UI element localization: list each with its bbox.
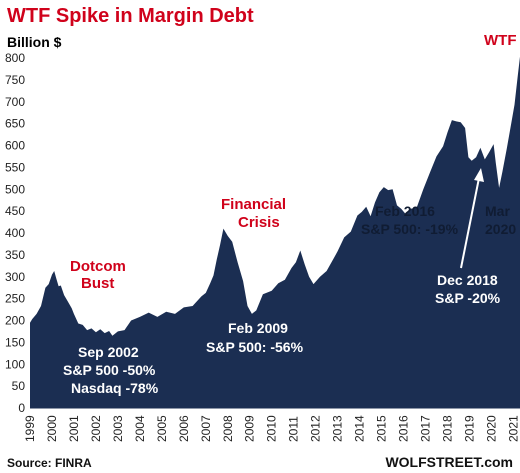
- dec2018-arrow-line: [460, 177, 480, 269]
- y-tick-label: 200: [5, 314, 25, 328]
- y-tick-label: 800: [5, 51, 25, 65]
- x-tick-label: 2001: [67, 415, 81, 442]
- x-tick-label: 2008: [221, 415, 235, 442]
- y-tick-label: 0: [18, 401, 25, 415]
- dec2018-annotation-line-2: S&P -20%: [435, 290, 501, 306]
- x-tick-label: 2009: [243, 415, 257, 442]
- y-tick-label: 450: [5, 204, 25, 218]
- margin-debt-area: [30, 56, 520, 408]
- feb2016-annotation-line-2: S&P 500: -19%: [361, 221, 459, 237]
- chart-title: WTF Spike in Margin Debt: [7, 5, 254, 27]
- sep2002-annotation-line-2: S&P 500 -50%: [63, 362, 156, 378]
- x-tick-label: 2006: [177, 415, 191, 442]
- mar2020-annotation-line-2: 2020: [485, 221, 516, 237]
- y-tick-label: 600: [5, 139, 25, 153]
- y-tick-label: 700: [5, 95, 25, 109]
- x-tick-label: 2012: [309, 415, 323, 442]
- x-tick-label: 2013: [331, 415, 345, 442]
- x-tick-label: 2011: [287, 416, 301, 442]
- x-tick-label: 2007: [199, 415, 213, 442]
- sep2002-annotation-line-3: Nasdaq -78%: [71, 380, 159, 396]
- y-tick-label: 650: [5, 117, 25, 131]
- x-axis: 1999 2000 2001 2002 2003 2004 2005 2006 2007 2008…: [23, 407, 520, 442]
- feb2016-annotation-line-1: Feb 2016: [375, 203, 435, 219]
- x-tick-label: 2020: [484, 415, 498, 442]
- financial-crisis-annotation-line-2: Crisis: [238, 214, 280, 231]
- brand-label: WOLFSTREET.com: [385, 454, 513, 470]
- feb2009-annotation-line-1: Feb 2009: [228, 320, 288, 336]
- x-tick-label: 2021: [506, 415, 520, 442]
- x-tick-label: 2010: [265, 415, 279, 442]
- x-tick-label: 2017: [419, 415, 433, 442]
- x-tick-label: 2018: [441, 415, 455, 442]
- dotcom-annotation-line-2: Bust: [81, 275, 114, 292]
- y-tick-label: 350: [5, 248, 25, 262]
- dotcom-annotation-line-1: Dotcom: [70, 258, 126, 275]
- financial-crisis-annotation-line-1: Financial: [221, 196, 286, 213]
- y-tick-label: 400: [5, 226, 25, 240]
- sep2002-annotation-line-1: Sep 2002: [78, 344, 139, 360]
- y-tick-label: 50: [12, 379, 26, 393]
- y-tick-label: 150: [5, 335, 25, 349]
- x-tick-label: 2003: [111, 415, 125, 442]
- x-tick-label: 2004: [133, 415, 147, 442]
- x-tick-label: 1999: [23, 415, 37, 442]
- y-tick-label: 750: [5, 73, 25, 87]
- source-label: Source: FINRA: [7, 456, 92, 470]
- x-tick-label: 2015: [375, 415, 389, 442]
- x-tick-label: 2002: [89, 415, 103, 442]
- x-tick-label: 2005: [155, 415, 169, 442]
- y-tick-label: 500: [5, 182, 25, 196]
- dec2018-arrow-head: [474, 168, 484, 182]
- y-tick-label: 100: [5, 357, 25, 371]
- mar2020-annotation-line-1: Mar: [485, 203, 510, 219]
- dec2018-annotation-line-1: Dec 2018: [437, 272, 498, 288]
- x-tick-label: 2019: [463, 415, 477, 442]
- x-tick-label: 2016: [397, 415, 411, 442]
- x-tick-label: 2000: [45, 415, 59, 442]
- wtf-annotation: WTF: [484, 32, 516, 49]
- y-tick-label: 250: [5, 292, 25, 306]
- y-tick-label: 550: [5, 160, 25, 174]
- y-axis: 0 50 100 150 200 250 300 350 400 450 500 550 600 650 7…: [5, 51, 25, 415]
- x-tick-label: 2014: [353, 415, 367, 442]
- y-tick-label: 300: [5, 270, 25, 284]
- y-axis-unit-label: Billion $: [7, 34, 62, 50]
- feb2009-annotation-line-2: S&P 500: -56%: [206, 339, 304, 355]
